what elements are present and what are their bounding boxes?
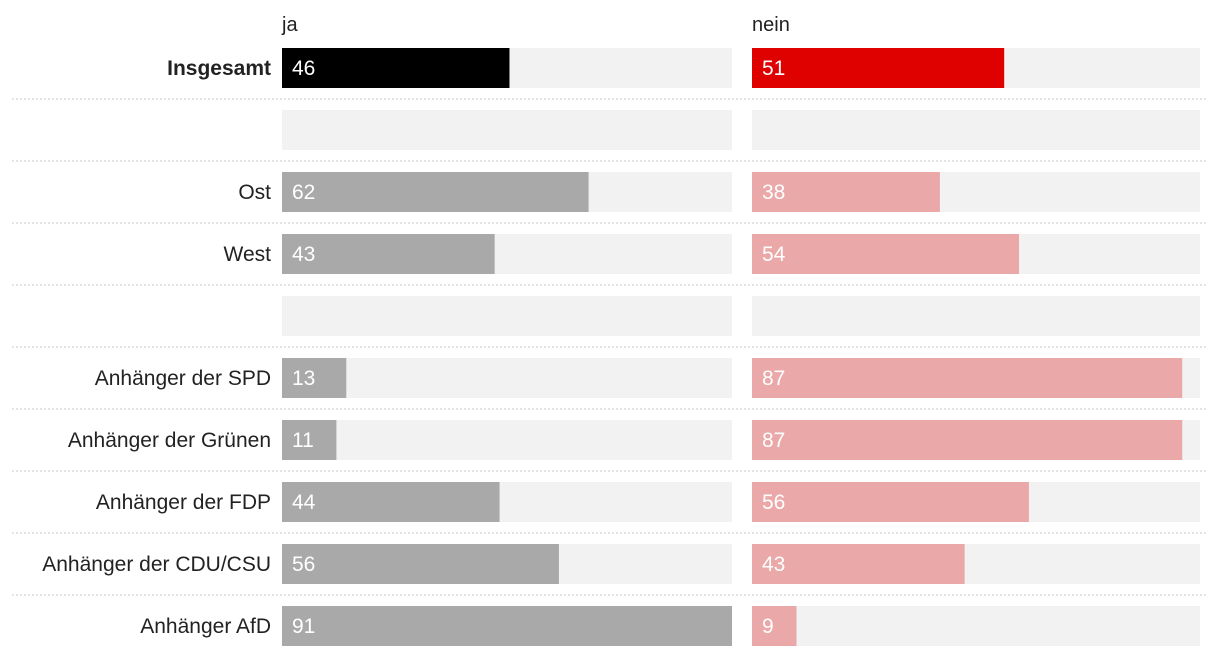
row-label-anhänger-der-fdp: Anhänger der FDP (96, 491, 271, 514)
value-label-nein-west: 54 (762, 243, 786, 266)
value-label-nein-ost: 38 (762, 181, 785, 204)
bar-track-ja (282, 110, 732, 150)
bar-nein-insgesamt (752, 48, 1005, 88)
bar-track-ja (282, 358, 732, 398)
value-label-nein-insgesamt: 51 (762, 57, 785, 80)
row-label-insgesamt: Insgesamt (167, 57, 271, 80)
bar-nein-anhänger-der-cdu-csu (752, 544, 965, 584)
bar-ja-anhänger-der-grünen (282, 420, 337, 460)
value-label-ja-anhänger-der-spd: 13 (292, 367, 315, 390)
chart-rows: Insgesamt 46 51 Ost 62 38 West 43 54 Anhänger der… (12, 48, 1208, 646)
bar-ja-anhänger-der-fdp (282, 482, 500, 522)
value-label-ja-anhänger-der-cdu-csu: 56 (292, 553, 315, 576)
row-label-anhänger-der-grünen: Anhänger der Grünen (68, 429, 271, 452)
row-label-anhänger-der-cdu-csu: Anhänger der CDU/CSU (42, 553, 271, 576)
bar-track-ja (282, 296, 732, 336)
bar-track-nein (752, 110, 1200, 150)
value-label-nein-anhänger-der-fdp: 56 (762, 491, 785, 514)
value-label-nein-anhänger-der-spd: 87 (762, 367, 785, 390)
value-label-ja-ost: 62 (292, 181, 315, 204)
bar-track-nein (752, 296, 1200, 336)
column-header-ja: ja (281, 14, 298, 36)
column-header-nein: nein (752, 14, 790, 36)
bar-nein-anhänger-der-fdp (752, 482, 1029, 522)
value-label-ja-anhänger-der-grünen: 11 (292, 429, 314, 452)
value-label-nein-anhänger-der-cdu-csu: 43 (762, 553, 785, 576)
bar-ja-anhänger-afd (282, 606, 732, 646)
bar-nein-anhänger-afd (752, 606, 797, 646)
value-label-ja-anhänger-der-fdp: 44 (292, 491, 316, 514)
value-label-nein-anhänger-afd: 9 (762, 615, 774, 638)
value-label-nein-anhänger-der-grünen: 87 (762, 429, 785, 452)
bar-nein-anhänger-der-spd (752, 358, 1183, 398)
bar-nein-west (752, 234, 1020, 274)
bar-nein-ost (752, 172, 940, 212)
value-label-ja-west: 43 (292, 243, 315, 266)
value-label-ja-insgesamt: 46 (292, 57, 315, 80)
row-label-anhänger-afd: Anhänger AfD (140, 615, 271, 638)
bar-ja-anhänger-der-cdu-csu (282, 544, 559, 584)
bar-track-nein (752, 606, 1200, 646)
row-label-west: West (224, 243, 272, 266)
bar-ja-insgesamt (282, 48, 510, 88)
bar-nein-anhänger-der-grünen (752, 420, 1183, 460)
value-label-ja-anhänger-afd: 91 (292, 615, 315, 638)
row-label-ost: Ost (238, 181, 271, 204)
bar-ja-anhänger-der-spd (282, 358, 347, 398)
row-label-anhänger-der-spd: Anhänger der SPD (95, 367, 271, 390)
bar-ja-west (282, 234, 495, 274)
bar-ja-ost (282, 172, 589, 212)
bar-track-ja (282, 420, 732, 460)
